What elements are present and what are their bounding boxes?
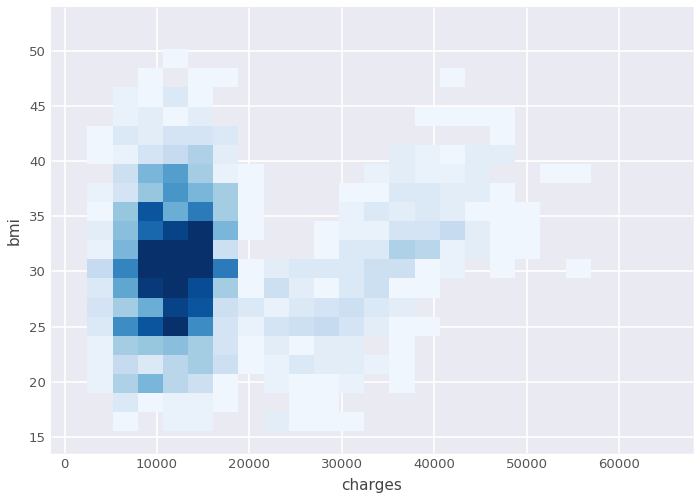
Y-axis label: bmi: bmi <box>7 216 22 244</box>
X-axis label: charges: charges <box>342 478 402 493</box>
